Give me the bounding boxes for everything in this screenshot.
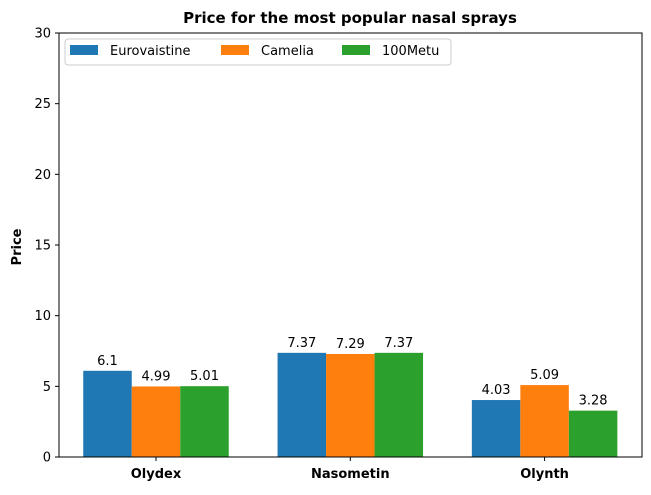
bar-100metu-olydex: [180, 386, 229, 457]
legend-swatch-100metu: [342, 45, 370, 55]
bar-value-label: 6.1: [97, 354, 118, 369]
y-tick-label: 10: [34, 309, 51, 324]
bar-100metu-nasometin: [374, 352, 424, 457]
bar-eurovaistine-olynth: [471, 400, 521, 457]
y-tick-label: 15: [34, 239, 51, 254]
bar-labels-layer: 6.1 7.37 4.03 4.99 7.29 5.09 5.01 7.37 3.28: [97, 336, 607, 409]
y-tick-label: 30: [34, 27, 51, 42]
legend-label-100metu: 100Metu: [382, 44, 439, 59]
legend: Eurovaistine Camelia 100Metu: [64, 38, 452, 66]
y-tick-label: 25: [34, 97, 51, 112]
bar-value-label: 4.99: [142, 369, 171, 384]
legend-label-eurovaistine: Eurovaistine: [110, 44, 190, 59]
bar-camelia-olynth: [520, 385, 569, 457]
bar-value-label: 5.09: [530, 368, 559, 383]
x-tick-label: Nasometin: [311, 467, 390, 482]
bar-value-label: 7.37: [384, 336, 413, 351]
x-tick-label: Olynth: [520, 467, 569, 482]
bar-camelia-nasometin: [326, 353, 375, 457]
y-tick-label: 0: [43, 451, 51, 466]
bar-eurovaistine-olydex: [83, 370, 132, 457]
legend-swatch-eurovaistine: [70, 45, 98, 55]
bars-layer: [83, 352, 618, 457]
bar-value-label: 5.01: [190, 369, 219, 384]
x-tick-label: Olydex: [131, 467, 182, 482]
chart-title: Price for the most popular nasal sprays: [183, 9, 517, 27]
bar-eurovaistine-nasometin: [277, 352, 327, 457]
y-axis-label: Price: [10, 228, 25, 265]
bar-100metu-olynth: [568, 410, 618, 457]
y-tick-label: 20: [34, 168, 51, 183]
y-tick-label: 5: [43, 380, 51, 395]
bar-value-label: 7.37: [287, 336, 316, 351]
legend-label-camelia: Camelia: [261, 44, 314, 59]
bar-camelia-olydex: [131, 386, 181, 457]
axes-layer: 0 5 10 15 20 25 30 Olydex Nasometin Olynth: [34, 27, 643, 482]
legend-swatch-camelia: [221, 45, 249, 55]
bar-value-label: 7.29: [336, 337, 365, 352]
bar-value-label: 4.03: [482, 383, 511, 398]
bar-value-label: 3.28: [579, 394, 608, 409]
